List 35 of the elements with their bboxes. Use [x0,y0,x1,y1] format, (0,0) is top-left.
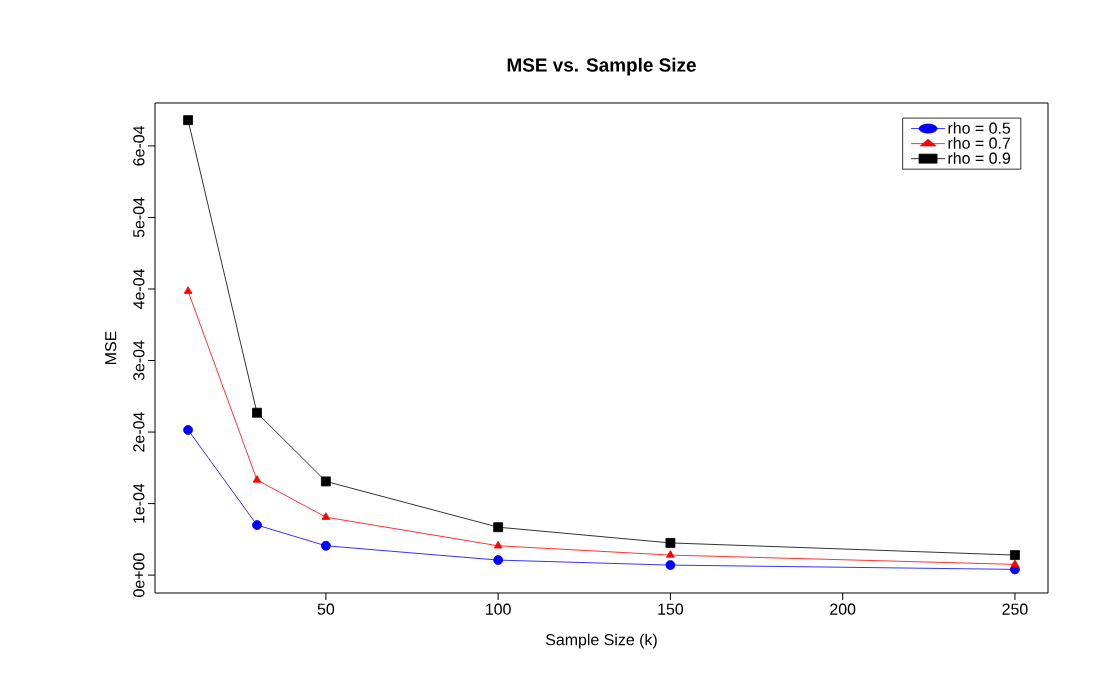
point [252,475,262,483]
y-tick-label: 1e-04 [133,483,145,523]
point [665,560,676,570]
x-tick-label: 150 [658,603,684,615]
y-axis-title: MSE [105,331,117,364]
legend-label: rho = 0.7 [948,137,1011,149]
point [666,550,675,558]
y-tick-label: 3e-04 [133,340,145,381]
point [252,520,262,530]
y-tick-label: 4e-04 [133,269,145,309]
point [320,540,331,551]
x-tick-label: 100 [486,603,511,615]
point [493,555,504,565]
point [252,407,262,418]
point [183,425,193,435]
point [1010,559,1020,568]
point [183,286,193,294]
legend-label: rho = 0.5 [948,122,1011,134]
x-tick-label: 200 [830,603,856,615]
point [183,115,193,126]
legend-label: rho = 0.9 [948,152,1011,164]
point [493,522,504,533]
point [665,538,676,548]
point [493,540,503,549]
x-axis-title: Sample Size (k) [545,633,657,649]
y-tick-label: 5e-04 [133,197,145,238]
chart-title: MSE vs. Sample Size [507,57,696,76]
y-tick-label: 2e-04 [133,412,145,452]
point [1010,550,1020,560]
x-tick-label: 250 [1002,603,1028,615]
y-tick-label: 6e-04 [133,126,145,166]
point [320,476,331,487]
point [321,512,331,520]
y-tick-label: 0e+00 [133,553,145,597]
x-tick-label: 50 [317,603,335,615]
